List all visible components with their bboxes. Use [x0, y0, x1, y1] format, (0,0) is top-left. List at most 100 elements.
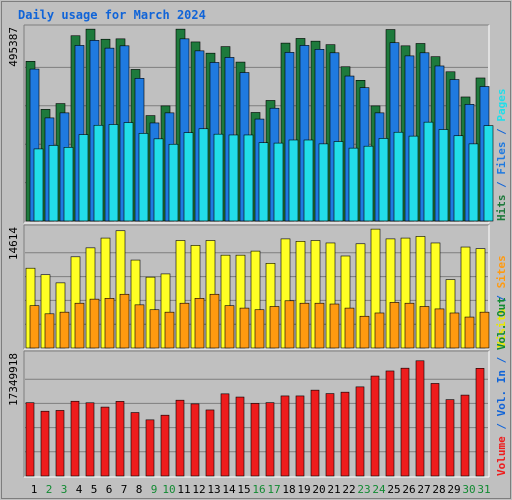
bar-sites-day-28	[434, 308, 445, 349]
day-label-17: 17	[267, 483, 280, 496]
day-label-7: 7	[121, 483, 128, 496]
day-label-2: 2	[46, 483, 53, 496]
bar-volume-day-18	[280, 395, 290, 477]
bar-volume-day-6	[100, 406, 110, 477]
chart-title: Daily usage for March 2024	[18, 8, 206, 22]
day-label-21: 21	[327, 483, 340, 496]
day-label-24: 24	[372, 483, 386, 496]
bar-volume-day-9	[145, 419, 155, 477]
day-label-20: 20	[312, 483, 325, 496]
bar-volume-day-8	[130, 412, 140, 477]
bar-pages-day-3	[63, 147, 74, 222]
bar-volume-day-12	[190, 403, 200, 477]
day-label-11: 11	[177, 483, 190, 496]
day-label-25: 25	[387, 483, 400, 496]
bar-pages-day-12	[198, 128, 209, 222]
day-label-16: 16	[252, 483, 265, 496]
bar-pages-day-15	[243, 134, 254, 222]
bar-sites-day-24	[374, 312, 385, 349]
bar-pages-day-16	[258, 142, 269, 222]
bar-pages-day-14	[228, 134, 239, 222]
day-label-31: 31	[477, 483, 490, 496]
bar-pages-day-6	[108, 124, 119, 222]
day-label-15: 15	[237, 483, 250, 496]
bar-volume-day-7	[115, 401, 125, 477]
bar-sites-day-16	[254, 309, 265, 349]
bar-sites-day-25	[389, 302, 400, 349]
bar-sites-day-8	[134, 304, 145, 349]
day-label-29: 29	[447, 483, 460, 496]
y-label-part: Vol. Out	[495, 297, 508, 350]
y-label-part: Volume	[495, 436, 508, 476]
day-label-3: 3	[61, 483, 68, 496]
day-label-26: 26	[402, 483, 415, 496]
bar-sites-day-12	[194, 298, 205, 349]
bar-pages-day-17	[273, 142, 284, 222]
bar-pages-day-18	[288, 139, 299, 222]
panel-y-label-bottom: Volume / Vol. In / Vol. Out	[495, 297, 508, 476]
day-label-12: 12	[192, 483, 205, 496]
bar-pages-day-29	[453, 135, 464, 222]
bar-volume-day-21	[325, 393, 335, 477]
bar-sites-day-15	[239, 307, 250, 349]
day-label-4: 4	[76, 483, 83, 496]
bar-sites-day-22	[344, 307, 355, 349]
bar-volume-day-25	[385, 370, 395, 477]
bar-sites-day-20	[314, 302, 325, 349]
bar-pages-day-13	[213, 133, 224, 222]
day-label-14: 14	[222, 483, 236, 496]
bar-pages-day-21	[333, 141, 344, 222]
bar-pages-day-27	[423, 121, 434, 222]
y-label-part: Files	[495, 142, 508, 175]
day-label-10: 10	[162, 483, 175, 496]
bar-pages-day-25	[393, 131, 404, 222]
bar-sites-day-27	[419, 306, 430, 349]
bar-sites-day-7	[119, 293, 130, 349]
bar-sites-day-10	[164, 311, 175, 349]
bar-sites-day-17	[269, 306, 280, 349]
bar-volume-day-19	[295, 395, 305, 477]
bar-pages-day-30	[468, 143, 479, 222]
y-label-part: Hits	[495, 195, 508, 222]
bar-volume-day-16	[250, 403, 260, 477]
y-label-part: Vol. In	[495, 370, 508, 416]
bar-volume-day-31	[475, 368, 485, 477]
bar-volume-day-10	[160, 414, 170, 477]
day-label-27: 27	[417, 483, 430, 496]
day-label-5: 5	[91, 483, 98, 496]
bar-pages-day-2	[48, 145, 59, 222]
bar-sites-day-2	[44, 313, 55, 349]
y-label-part: /	[495, 416, 508, 436]
bar-volume-day-3	[55, 410, 65, 477]
bar-sites-day-4	[74, 302, 85, 349]
day-label-22: 22	[342, 483, 355, 496]
bar-volume-day-22	[340, 391, 350, 477]
y-label-part: /	[495, 175, 508, 195]
y-label-part: /	[495, 288, 508, 308]
bar-volume-day-28	[430, 383, 440, 477]
bar-pages-day-1	[33, 148, 44, 222]
bar-pages-day-10	[168, 143, 179, 222]
bar-volume-day-4	[70, 400, 80, 477]
day-label-9: 9	[151, 483, 158, 496]
y-label-part: Visits	[495, 308, 508, 348]
bar-pages-day-9	[153, 138, 164, 222]
bar-volume-day-30	[460, 394, 470, 477]
bar-pages-day-20	[318, 143, 329, 222]
day-label-1: 1	[31, 483, 38, 496]
bar-volume-day-14	[220, 393, 230, 477]
bar-sites-day-26	[404, 302, 415, 349]
bar-sites-day-21	[329, 303, 340, 349]
day-label-13: 13	[207, 483, 220, 496]
bar-volume-day-5	[85, 402, 95, 477]
day-label-23: 23	[357, 483, 370, 496]
bar-pages-day-11	[183, 132, 194, 222]
bar-volume-day-1	[25, 402, 35, 477]
bar-volume-day-2	[40, 410, 50, 477]
y-label-part: /	[495, 122, 508, 142]
y-label-part: /	[495, 350, 508, 370]
y-label-part: Pages	[495, 89, 508, 122]
bar-pages-day-31	[483, 125, 494, 222]
